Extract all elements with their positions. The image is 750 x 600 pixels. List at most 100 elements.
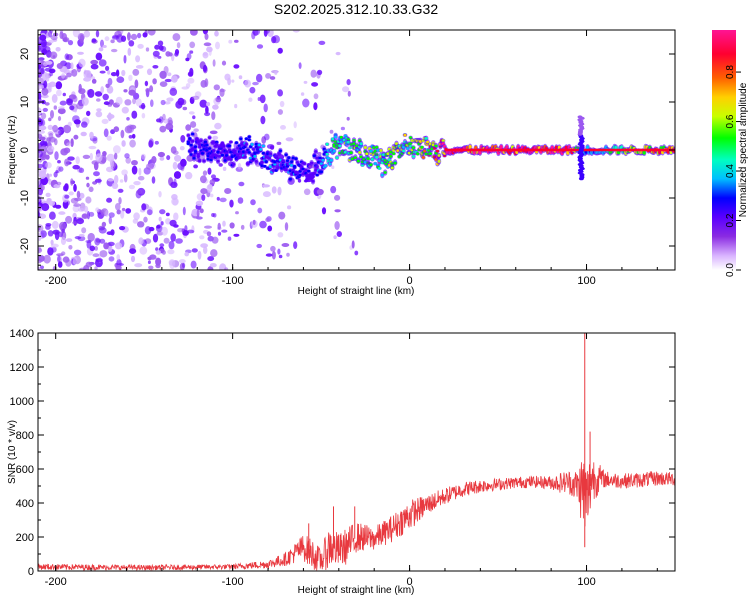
noise-blob: [144, 80, 149, 87]
ridge-point: [208, 136, 212, 140]
noise-blob: [126, 117, 130, 121]
noise-blob: [55, 204, 62, 209]
noise-blob: [65, 259, 72, 267]
noise-blob: [66, 72, 72, 78]
noise-blob: [221, 60, 227, 66]
noise-blob: [293, 241, 298, 250]
ridge-point: [352, 142, 356, 146]
noise-blob: [329, 129, 334, 134]
noise-blob: [174, 52, 179, 57]
ridge-point: [198, 159, 202, 163]
noise-blob: [160, 46, 167, 52]
noise-blob: [105, 209, 109, 218]
snr-panel: -200 -100 0 100 0 200 400 600 800 1000 1200 1400 H…: [7, 328, 676, 596]
noise-blob: [248, 97, 253, 102]
noise-blob: [106, 135, 112, 141]
noise-blob: [90, 63, 99, 70]
y-tick-label: 20: [19, 48, 31, 60]
ridge-point: [201, 151, 205, 155]
noise-blob: [321, 207, 327, 215]
ridge-point: [375, 145, 379, 149]
ridge-point: [257, 143, 261, 147]
noise-blob: [193, 164, 199, 169]
noise-blob: [68, 94, 77, 100]
noise-blob: [48, 132, 54, 140]
noise-blob: [54, 151, 59, 161]
noise-blob: [158, 191, 162, 198]
noise-blob: [172, 161, 178, 170]
ridge-point: [389, 150, 393, 154]
noise-blob: [55, 81, 63, 90]
noise-blob: [38, 258, 42, 264]
noise-blob: [159, 243, 165, 248]
noise-blob: [181, 86, 189, 90]
noise-blob: [105, 65, 110, 71]
noise-blob: [93, 171, 100, 177]
noise-blob: [65, 215, 73, 224]
noise-blob: [73, 203, 81, 207]
noise-blob: [41, 203, 50, 212]
noise-blob: [123, 89, 128, 93]
noise-blob: [81, 97, 89, 106]
noise-blob: [48, 81, 57, 88]
noise-blob: [94, 237, 101, 246]
noise-blob: [73, 134, 79, 140]
snr-series-line: [38, 462, 675, 571]
noise-blob: [53, 105, 57, 110]
noise-blob: [257, 97, 261, 101]
noise-blob: [38, 143, 42, 150]
noise-blob: [86, 110, 91, 117]
noise-blob: [176, 42, 181, 49]
noise-blob: [278, 254, 283, 259]
noise-blob: [123, 173, 128, 183]
noise-blob: [161, 226, 168, 236]
noise-blob: [134, 79, 139, 89]
noise-blob: [204, 225, 212, 229]
noise-blob: [354, 250, 359, 256]
noise-blob: [200, 243, 209, 249]
noise-blob: [110, 159, 114, 168]
noise-blob: [199, 235, 205, 240]
noise-blob: [199, 208, 204, 214]
noise-blob: [234, 39, 239, 43]
ridge-point: [416, 152, 420, 156]
noise-blob: [135, 98, 142, 107]
ridge-point: [389, 155, 393, 158]
ridge-point: [334, 135, 338, 139]
noise-blob: [199, 99, 208, 108]
noise-blob: [118, 197, 122, 205]
noise-blob: [252, 30, 259, 36]
ridge-point: [339, 140, 343, 144]
noise-blob: [235, 211, 239, 215]
noise-blob: [133, 181, 141, 186]
ridge-point: [300, 165, 304, 169]
noise-blob: [58, 129, 64, 136]
noise-blob: [113, 126, 120, 133]
noise-blob: [119, 179, 124, 183]
noise-blob: [169, 219, 177, 227]
ridge-point: [329, 158, 333, 162]
noise-blob: [84, 205, 89, 213]
ridge-point: [186, 134, 190, 137]
noise-blob: [129, 139, 136, 148]
noise-blob: [124, 99, 132, 106]
noise-blob: [155, 257, 162, 266]
noise-blob: [170, 233, 176, 242]
noise-blob: [42, 107, 48, 112]
noise-blob: [82, 154, 91, 159]
ridge-point: [402, 149, 406, 153]
noise-blob: [165, 51, 171, 57]
ridge-point: [244, 142, 248, 146]
noise-blob: [138, 237, 144, 245]
noise-blob: [62, 37, 70, 43]
noise-blob: [346, 116, 350, 121]
ridge-point: [434, 144, 438, 148]
noise-blob: [45, 192, 51, 198]
noise-blob: [209, 179, 216, 186]
noise-blob: [168, 240, 175, 250]
colorbar-ticks: 0.0 0.2 0.4 0.6 0.8: [725, 65, 741, 277]
noise-blob: [190, 260, 197, 269]
noise-blob: [80, 131, 87, 137]
spectrogram-y-axis: -20 -10 0 10 20: [19, 34, 675, 266]
